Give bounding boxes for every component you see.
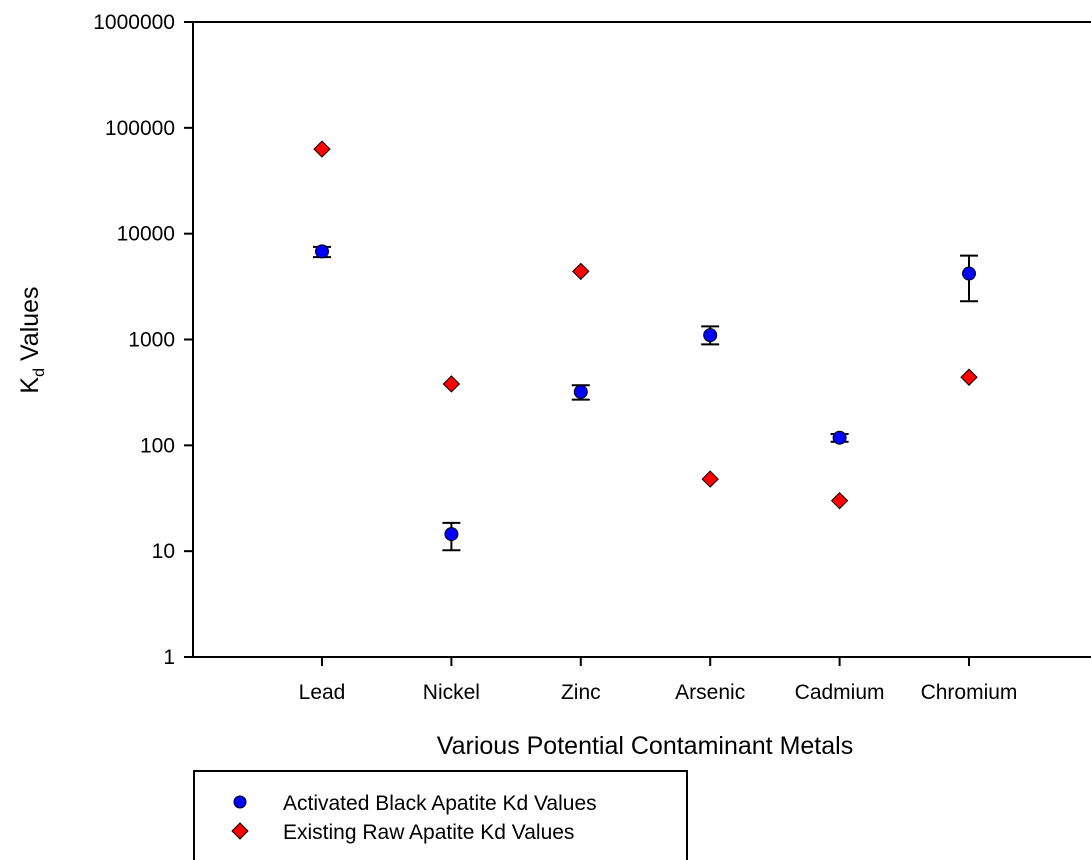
- x-tick-label: Lead: [299, 681, 346, 704]
- point-activated-apatite: [315, 244, 329, 259]
- y-axis-label-main: K: [16, 377, 44, 394]
- x-tick-label: Cadmium: [795, 681, 885, 704]
- x-tick-label: Arsenic: [675, 681, 745, 704]
- y-tick-label: 100000: [105, 117, 175, 140]
- point-raw-apatite: [313, 140, 331, 158]
- legend-marker-activated: [233, 795, 247, 809]
- y-tick-label: 100: [140, 434, 175, 457]
- x-axis-label: Various Potential Contaminant Metals: [437, 732, 853, 760]
- y-tick-label: 10: [152, 540, 175, 563]
- point-raw-apatite: [442, 375, 461, 393]
- plot-marks: [313, 140, 978, 552]
- point-activated-apatite: [962, 266, 976, 281]
- point-activated-apatite: [832, 430, 847, 445]
- point-raw-apatite: [701, 470, 719, 488]
- legend: Activated Black Apatite Kd Values Existi…: [193, 770, 688, 860]
- point-raw-apatite: [960, 368, 978, 386]
- y-tick-label: 1: [163, 646, 175, 669]
- x-tick-label: Zinc: [561, 681, 601, 704]
- y-axis-label-subscript: d: [31, 368, 48, 377]
- point-raw-apatite: [572, 262, 590, 281]
- y-tick-label: 1000: [128, 329, 175, 352]
- x-tick-label: Nickel: [423, 681, 480, 704]
- legend-label-raw: Existing Raw Apatite Kd Values: [283, 821, 574, 844]
- y-tick-label: 10000: [117, 223, 175, 246]
- point-raw-apatite: [830, 491, 849, 510]
- axes: [192, 21, 1091, 658]
- y-ticks: 1 10 100 1000 10000 100000 1000000: [93, 11, 193, 669]
- x-tick-label: Chromium: [921, 681, 1018, 704]
- legend-marker-raw: [231, 822, 249, 840]
- legend-label-activated: Activated Black Apatite Kd Values: [283, 792, 597, 815]
- y-tick-label: 1000000: [93, 11, 175, 34]
- y-axis-label: Kd Values: [16, 286, 48, 393]
- point-activated-apatite: [444, 527, 459, 542]
- point-activated-apatite: [573, 384, 588, 399]
- y-axis-label-rest: Values: [16, 286, 44, 368]
- point-activated-apatite: [703, 328, 718, 343]
- x-ticks: Lead Nickel Zinc Arsenic Cadmium Chromium: [299, 657, 1018, 704]
- legend-box: [193, 770, 688, 860]
